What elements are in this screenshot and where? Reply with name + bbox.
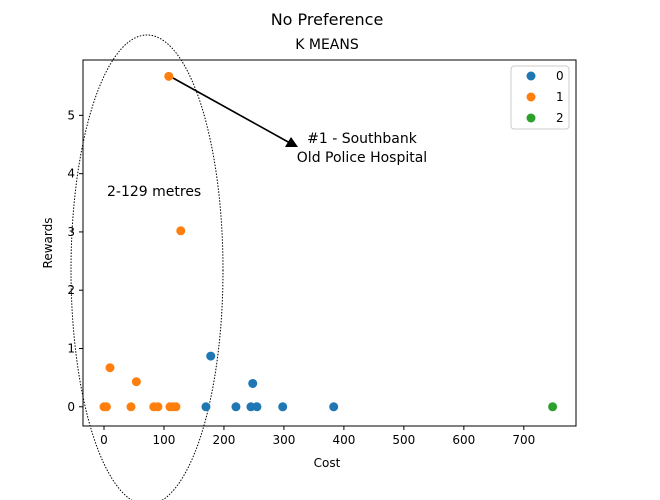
legend-marker-series-0: [526, 71, 536, 81]
x-tick-label: 0: [100, 433, 108, 447]
x-tick-label: 200: [212, 433, 235, 447]
scatter-point-series-2: [548, 402, 558, 412]
scatter-point-series-1: [171, 402, 181, 412]
scatter-point-series-1: [101, 402, 111, 412]
scatter-point-series-1: [126, 402, 136, 412]
scatter-point-series-1: [176, 226, 186, 236]
y-tick-label: 0: [67, 400, 75, 414]
scatter-point-series-0: [252, 402, 262, 412]
x-tick-label: 100: [153, 433, 176, 447]
callout-arrow-head: [285, 137, 298, 147]
scatter-point-series-0: [201, 402, 211, 412]
scatter-point-series-1: [131, 377, 141, 387]
scatter-point-series-0: [206, 351, 216, 361]
y-tick-label: 1: [67, 341, 75, 355]
x-tick-label: 400: [332, 433, 355, 447]
legend-items: 0 1 2: [526, 69, 564, 125]
range-label: 2-129 metres: [107, 184, 201, 200]
scatter-point-series-1: [105, 363, 115, 373]
scatter-point-series-0: [329, 402, 339, 412]
scatter-points: [99, 71, 558, 412]
scatter-point-series-1: [164, 71, 174, 81]
chart-title: K MEANS: [295, 37, 359, 53]
legend-label-series-2: 2: [556, 111, 564, 125]
range-ellipse: [70, 34, 224, 500]
x-tick-label: 600: [452, 433, 475, 447]
x-tick-label: 500: [392, 433, 415, 447]
x-axis-label: Cost: [314, 456, 341, 470]
legend-marker-series-2: [526, 113, 536, 123]
scatter-point-series-1: [153, 402, 163, 412]
legend-marker-series-1: [526, 92, 536, 102]
x-tick-label: 300: [272, 433, 295, 447]
callout-arrow-line: [172, 77, 291, 144]
x-tick-label: 700: [512, 433, 535, 447]
y-tick-label: 3: [67, 225, 75, 239]
scatter-point-series-0: [231, 402, 241, 412]
plot-area-frame: [82, 59, 577, 427]
legend: 0 1 2: [510, 65, 570, 130]
y-tick-label: 5: [67, 108, 75, 122]
callout-label-line1: #1 - Southbank: [307, 131, 418, 147]
y-tick-label: 2: [67, 283, 75, 297]
legend-label-series-0: 0: [556, 69, 564, 83]
y-tick-label: 4: [67, 167, 75, 181]
legend-box: [510, 65, 570, 130]
x-axis-ticks: 0 100 200 300 400 500 600 700: [100, 426, 535, 447]
scatter-point-series-0: [248, 378, 258, 388]
y-axis-ticks: 0 1 2 3 4 5: [67, 108, 83, 414]
scatter-point-series-0: [278, 402, 288, 412]
callout-label-line2: Old Police Hospital: [297, 150, 427, 166]
figure-suptitle: No Preference: [271, 10, 384, 29]
legend-label-series-1: 1: [556, 90, 564, 104]
y-axis-label: Rewards: [41, 218, 55, 269]
